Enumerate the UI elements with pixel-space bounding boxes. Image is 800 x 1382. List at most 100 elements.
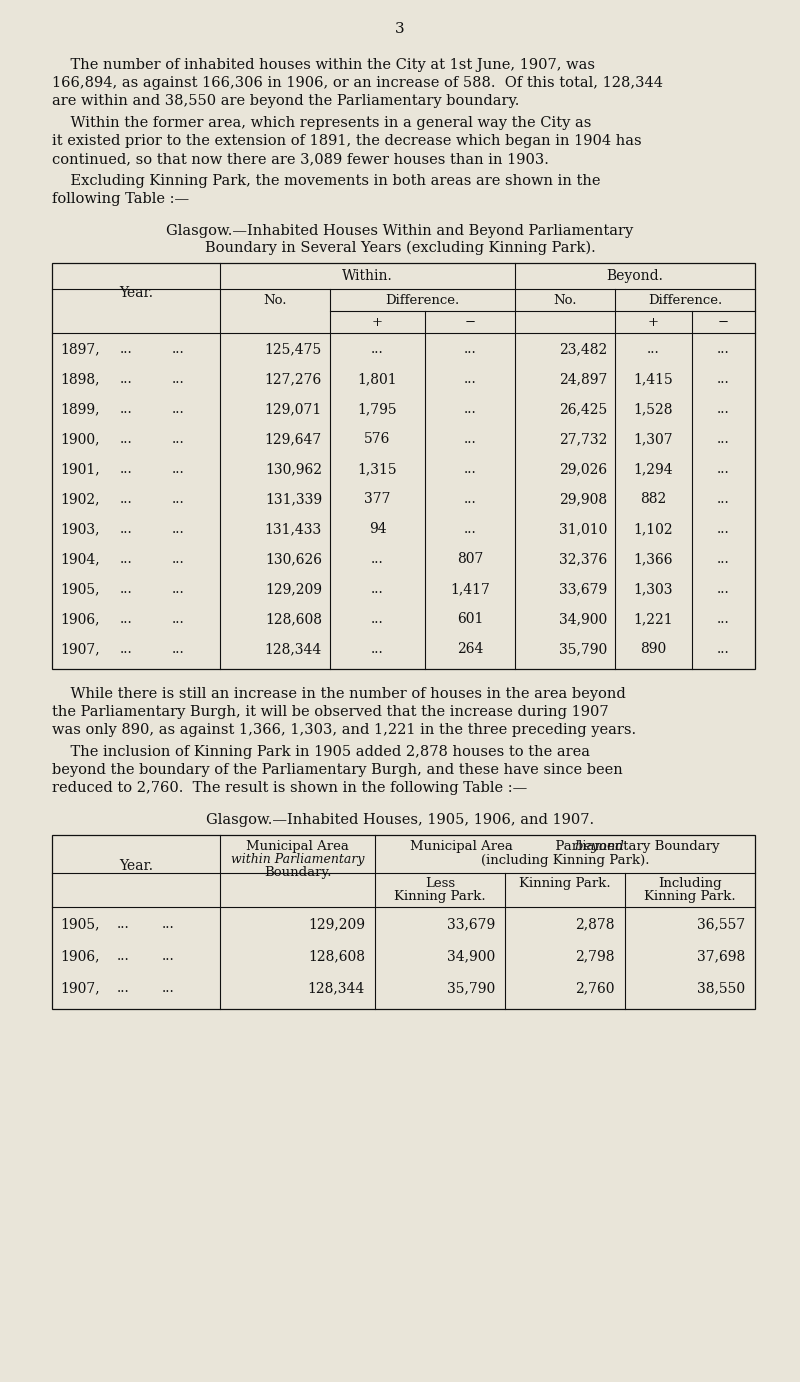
Text: within Parliamentary: within Parliamentary [230,853,364,867]
Text: 1,303: 1,303 [634,582,674,596]
Text: 377: 377 [364,492,390,506]
Text: ...: ... [162,949,174,963]
Text: ...: ... [172,551,185,567]
Text: 2,798: 2,798 [575,949,615,963]
Text: 1898,: 1898, [60,372,99,386]
Text: Within the former area, which represents in a general way the City as: Within the former area, which represents… [52,116,591,130]
Text: 1,366: 1,366 [634,551,674,567]
Text: 3: 3 [395,22,405,36]
Text: ...: ... [717,551,730,567]
Text: Year.: Year. [119,860,153,873]
Text: beyond the boundary of the Parliamentary Burgh, and these have since been: beyond the boundary of the Parliamentary… [52,763,622,777]
Text: ...: ... [464,402,476,416]
Text: ...: ... [371,551,384,567]
Text: ...: ... [172,522,185,536]
Text: Within.: Within. [342,269,393,283]
Text: 33,679: 33,679 [446,918,495,931]
Text: 1907,: 1907, [60,981,100,995]
Text: 1902,: 1902, [60,492,99,506]
Text: ...: ... [162,981,174,995]
Text: ...: ... [172,372,185,386]
Text: 129,071: 129,071 [265,402,322,416]
Text: ...: ... [464,433,476,446]
Text: ...: ... [717,402,730,416]
Text: ...: ... [117,918,130,931]
Text: Kinning Park.: Kinning Park. [644,890,736,902]
Text: 29,026: 29,026 [559,462,607,475]
Text: ...: ... [371,341,384,357]
Text: 23,482: 23,482 [558,341,607,357]
Text: 129,209: 129,209 [265,582,322,596]
Text: 129,647: 129,647 [265,433,322,446]
Text: ...: ... [717,643,730,656]
Text: Kinning Park.: Kinning Park. [394,890,486,902]
Text: Excluding Kinning Park, the movements in both areas are shown in the: Excluding Kinning Park, the movements in… [52,174,601,188]
Text: No.: No. [554,294,577,307]
Text: While there is still an increase in the number of houses in the area beyond: While there is still an increase in the … [52,687,626,701]
Text: the Parliamentary Burgh, it will be observed that the increase during 1907: the Parliamentary Burgh, it will be obse… [52,705,609,719]
Text: Beyond.: Beyond. [606,269,663,283]
Text: 2,760: 2,760 [575,981,615,995]
Text: ...: ... [162,918,174,931]
Text: 1906,: 1906, [60,949,99,963]
Text: ...: ... [717,433,730,446]
Text: ...: ... [172,402,185,416]
Text: Glasgow.—Inhabited Houses Within and Beyond Parliamentary: Glasgow.—Inhabited Houses Within and Bey… [166,224,634,238]
Text: 1,307: 1,307 [634,433,674,446]
Text: 1,417: 1,417 [450,582,490,596]
Text: ...: ... [172,612,185,626]
Text: 1899,: 1899, [60,402,99,416]
Text: 1,221: 1,221 [634,612,674,626]
Text: 1900,: 1900, [60,433,99,446]
Text: 882: 882 [640,492,666,506]
Text: ...: ... [172,582,185,596]
Text: 125,475: 125,475 [265,341,322,357]
Text: ...: ... [464,522,476,536]
Text: 1,294: 1,294 [634,462,674,475]
Text: 32,376: 32,376 [558,551,607,567]
Text: ...: ... [117,949,130,963]
Text: following Table :—: following Table :— [52,192,189,206]
Text: ...: ... [172,462,185,475]
Text: 1905,: 1905, [60,918,99,931]
Text: 1,315: 1,315 [358,462,398,475]
Bar [52,263,755,669]
Text: 128,608: 128,608 [308,949,365,963]
Text: 1905,: 1905, [60,582,99,596]
Text: 264: 264 [457,643,483,656]
Text: ...: ... [371,612,384,626]
Text: 130,626: 130,626 [265,551,322,567]
Text: ...: ... [464,492,476,506]
Text: ...: ... [172,341,185,357]
Text: (including Kinning Park).: (including Kinning Park). [481,854,650,867]
Text: ...: ... [120,612,133,626]
Text: 131,339: 131,339 [265,492,322,506]
Text: 1901,: 1901, [60,462,100,475]
Text: 1,528: 1,528 [634,402,674,416]
Text: ...: ... [120,372,133,386]
Text: +: + [372,316,383,329]
Text: Difference.: Difference. [648,294,722,307]
Text: ...: ... [717,462,730,475]
Text: continued, so that now there are 3,089 fewer houses than in 1903.: continued, so that now there are 3,089 f… [52,152,549,166]
Text: 35,790: 35,790 [558,643,607,656]
Text: ...: ... [371,582,384,596]
Text: 34,900: 34,900 [446,949,495,963]
Text: 1906,: 1906, [60,612,99,626]
Text: ...: ... [717,341,730,357]
Text: beyond: beyond [506,840,623,853]
Text: 35,790: 35,790 [446,981,495,995]
Text: ...: ... [647,341,660,357]
Text: 128,344: 128,344 [265,643,322,656]
Text: 26,425: 26,425 [558,402,607,416]
Text: 576: 576 [364,433,390,446]
Text: 130,962: 130,962 [265,462,322,475]
Text: The inclusion of Kinning Park in 1905 added 2,878 houses to the area: The inclusion of Kinning Park in 1905 ad… [52,745,590,759]
Text: 94: 94 [369,522,386,536]
Text: ...: ... [464,341,476,357]
Text: 1907,: 1907, [60,643,100,656]
Text: 1,795: 1,795 [358,402,398,416]
Text: was only 890, as against 1,366, 1,303, and 1,221 in the three preceding years.: was only 890, as against 1,366, 1,303, a… [52,723,636,737]
Text: 38,550: 38,550 [697,981,745,995]
Text: Glasgow.—Inhabited Houses, 1905, 1906, and 1907.: Glasgow.—Inhabited Houses, 1905, 1906, a… [206,813,594,826]
